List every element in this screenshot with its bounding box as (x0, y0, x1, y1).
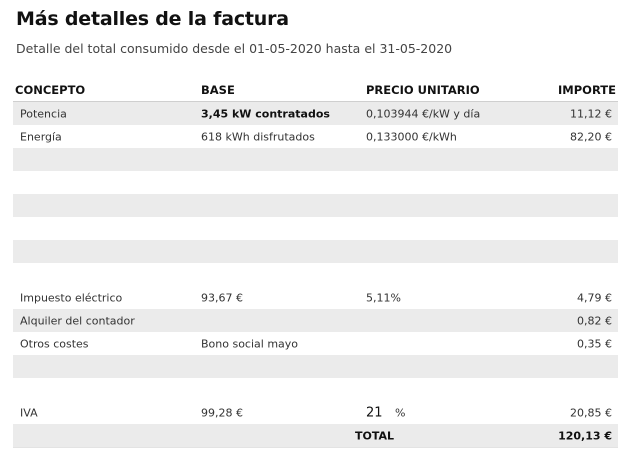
table-row: Alquiler del contador 0,82 € (13, 309, 618, 332)
row-concept: IVA (20, 406, 38, 419)
table-row (13, 240, 618, 263)
header-base: BASE (201, 83, 235, 97)
row-base: 618 kWh disfrutados (201, 130, 315, 143)
row-unit-price: 0,103944 €/kW y día (366, 107, 481, 120)
table-row (13, 148, 618, 171)
row-concept: Otros costes (20, 337, 89, 350)
page-title: Más detalles de la factura (16, 8, 289, 30)
table-row (13, 171, 618, 194)
table-row (13, 194, 618, 217)
table-row: Impuesto eléctrico 93,67 € 5,11% 4,79 € (13, 286, 618, 309)
row-unit-price: 5,11% (366, 291, 401, 304)
row-base: 3,45 kW contratados (201, 107, 330, 120)
invoice-details-table: CONCEPTO BASE PRECIO UNITARIO IMPORTE Po… (13, 79, 618, 448)
table-row: Potencia 3,45 kW contratados 0,103944 €/… (13, 102, 618, 125)
table-row (13, 263, 618, 286)
row-concept: Potencia (20, 107, 67, 120)
row-unit-price: 0,133000 €/kWh (366, 130, 457, 143)
table-row: Energía 618 kWh disfrutados 0,133000 €/k… (13, 125, 618, 148)
vat-rate-unit: % (395, 406, 406, 419)
table-header: CONCEPTO BASE PRECIO UNITARIO IMPORTE (13, 79, 618, 102)
row-base: 93,67 € (201, 291, 243, 304)
table-row: IVA 99,28 € 21 % 20,85 € (13, 401, 618, 424)
row-amount: 82,20 € (570, 130, 612, 143)
row-concept: Energía (20, 130, 62, 143)
table-row: Otros costes Bono social mayo 0,35 € (13, 332, 618, 355)
row-amount: 11,12 € (570, 107, 612, 120)
row-concept: Alquiler del contador (20, 314, 135, 327)
total-label: TOTAL (355, 429, 395, 442)
row-concept: Impuesto eléctrico (20, 291, 123, 304)
page-subtitle: Detalle del total consumido desde el 01-… (16, 41, 453, 56)
total-amount: 120,13 € (558, 429, 612, 442)
header-amount: IMPORTE (558, 83, 616, 97)
row-amount: 0,35 € (577, 337, 612, 350)
vat-rate-value: 21 (366, 405, 383, 420)
table-row (13, 217, 618, 240)
header-concept: CONCEPTO (15, 83, 86, 97)
table-row (13, 378, 618, 401)
row-amount: 4,79 € (577, 291, 612, 304)
row-amount: 20,85 € (570, 406, 612, 419)
row-amount: 0,82 € (577, 314, 612, 327)
row-base: 99,28 € (201, 406, 243, 419)
row-base: Bono social mayo (201, 337, 299, 350)
table-row (13, 355, 618, 378)
total-row: TOTAL 120,13 € (13, 424, 618, 448)
header-unit-price: PRECIO UNITARIO (366, 83, 480, 97)
